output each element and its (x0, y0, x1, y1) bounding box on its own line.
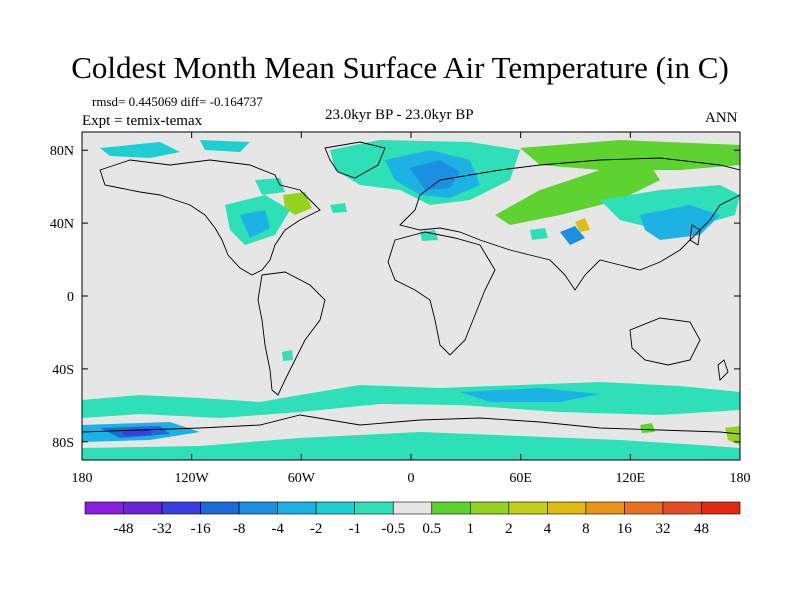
coastline-north-america (99, 159, 321, 276)
coastline-new-zealand (717, 359, 729, 381)
colorbar-swatch (238, 501, 278, 515)
anomaly-patch (640, 423, 655, 433)
rmsd-diff-stats: rmsd= 0.445069 diff= -0.164737 (92, 94, 263, 109)
x-tick-label: 120E (616, 471, 646, 486)
colorbar-swatch (431, 501, 471, 515)
colorbar-label: -32 (152, 521, 172, 537)
anomaly-patch (240, 210, 270, 238)
map-title: Coldest Month Mean Surface Air Temperatu… (71, 50, 729, 85)
colorbar-swatch (508, 501, 548, 515)
colorbar-label: -16 (191, 521, 211, 537)
period-subtitle: 23.0kyr BP - 23.0kyr BP (325, 107, 474, 123)
colorbar: -48 -32 -16 -8 -4 -2 -1 -0.5 0.5 1 2 4 8 16 32 48 (84, 501, 741, 537)
colorbar-label: 4 (544, 521, 552, 537)
colorbar-label: -0.5 (381, 521, 405, 537)
colorbar-label: 0.5 (422, 521, 441, 537)
colorbar-label: 1 (467, 521, 475, 537)
coastline-antarctica (82, 414, 740, 435)
coastline-africa (387, 231, 496, 356)
anomaly-patch (575, 218, 590, 232)
colorbar-label: -4 (271, 521, 284, 537)
colorbar-label: 2 (505, 521, 513, 537)
colorbar-swatch (585, 501, 625, 515)
y-tick-label: 40S (52, 363, 74, 378)
y-tick-label: 40N (50, 217, 74, 232)
colorbar-swatch (315, 501, 356, 515)
colorbar-label: -48 (114, 521, 134, 537)
colorbar-swatch (277, 501, 317, 515)
colorbar-label: -1 (348, 521, 361, 537)
y-tick-label: 80N (50, 144, 74, 159)
coastline-japan (689, 224, 701, 246)
anomaly-patch (410, 160, 460, 190)
experiment-label: Expt = temix-temax (82, 113, 203, 129)
anomaly-patch (460, 388, 600, 402)
colorbar-swatch (547, 501, 587, 515)
x-tick-label: 120W (175, 471, 210, 486)
anomaly-patch (82, 382, 740, 418)
coastlines (82, 141, 740, 435)
colorbar-swatch (392, 501, 433, 515)
anomaly-patch (530, 228, 548, 240)
anomaly-patch (330, 203, 347, 213)
coastline-south-america (257, 271, 326, 396)
coastline-australia (629, 317, 701, 366)
y-axis: 80N 40N 0 40S 80S (50, 144, 740, 451)
colorbar-swatch (662, 501, 702, 515)
x-tick-label: 60E (509, 471, 532, 486)
anomaly-patch (495, 165, 660, 225)
colorbar-swatch (701, 501, 741, 515)
anomaly-patch (283, 192, 312, 215)
colorbar-label: 16 (617, 521, 633, 537)
colorbar-label: -8 (233, 521, 246, 537)
anomaly-patch (200, 140, 250, 152)
anomaly-patch (560, 226, 585, 245)
anomaly-patch (420, 230, 438, 241)
colorbar-swatch (200, 501, 240, 515)
colorbar-swatch (84, 501, 124, 515)
x-tick-label: 60W (288, 471, 316, 486)
colorbar-swatch (161, 501, 201, 515)
colorbar-label: 8 (582, 521, 590, 537)
colorbar-swatch (123, 501, 163, 515)
anomaly-patch (100, 142, 180, 158)
coastline-eurasia (399, 157, 740, 291)
season-label: ANN (705, 110, 738, 126)
x-tick-label: 180 (72, 471, 93, 486)
colorbar-swatch (354, 501, 394, 515)
anomaly-patch (282, 350, 293, 361)
colorbar-label: 48 (694, 521, 709, 537)
x-tick-label: 180 (730, 471, 751, 486)
colorbar-swatch (624, 501, 664, 515)
anomaly-patch (82, 432, 740, 460)
anomaly-patch (725, 426, 740, 445)
x-axis: 180 120W 60W 0 60E 120E 180 (72, 132, 751, 486)
colorbar-label: 32 (655, 521, 670, 537)
colorbar-swatch (469, 501, 510, 515)
y-tick-label: 0 (67, 290, 74, 305)
x-tick-label: 0 (408, 471, 415, 486)
y-tick-label: 80S (52, 436, 74, 451)
colorbar-label: -2 (310, 521, 323, 537)
anomaly-patch (255, 178, 285, 195)
coastline-greenland (324, 141, 386, 179)
